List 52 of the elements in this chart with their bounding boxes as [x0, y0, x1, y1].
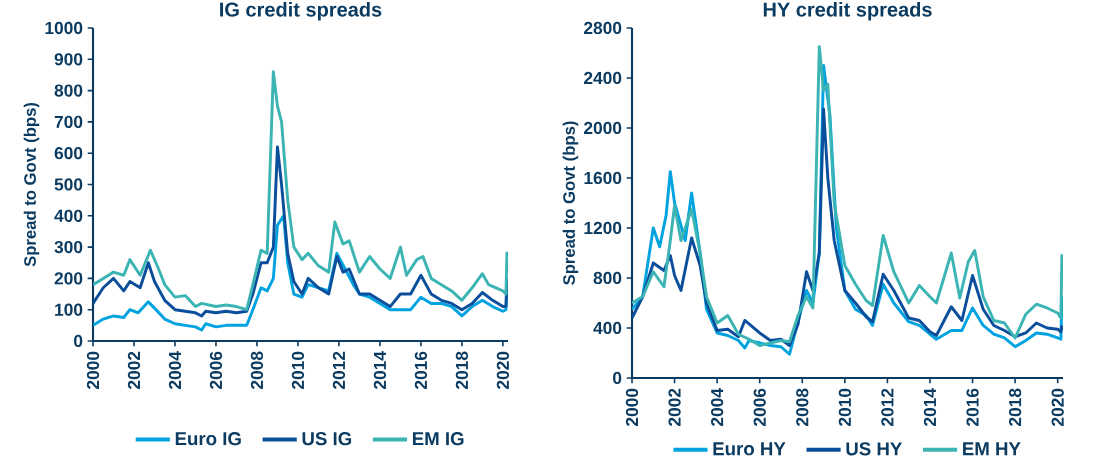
y-tick-label: 100: [55, 303, 83, 316]
y-axis-title: Spread to Govt (bps): [23, 102, 40, 267]
x-tick-label: 2006: [753, 388, 766, 426]
y-tick-label: 300: [54, 240, 83, 254]
chart-title: IG credit spreads: [220, 1, 382, 21]
x-tick-label: 2004: [168, 351, 182, 389]
x-tick-label: 2014: [373, 351, 387, 389]
line-series: [93, 145, 508, 318]
y-tick-label: 800: [593, 271, 622, 285]
x-tick-label: 2012: [881, 388, 894, 426]
line-series: [632, 107, 1064, 347]
legend-label: EM HY: [963, 442, 1021, 456]
y-tick-label: 2000: [584, 121, 622, 135]
chart-title: HY credit spreads: [763, 1, 932, 21]
legend-label: US IG: [302, 432, 352, 446]
y-tick-label: 200: [54, 272, 83, 285]
x-tick-label: 2014: [923, 388, 937, 426]
legend-label: EM IG: [412, 432, 464, 446]
x-tick-label: 2002: [127, 351, 141, 389]
x-tick-label: 2008: [250, 351, 264, 389]
legend-label: US HY: [846, 442, 903, 456]
y-tick-label: 800: [54, 84, 83, 97]
y-tick-label: 500: [54, 178, 83, 191]
y-tick-label: 900: [54, 53, 83, 66]
x-tick-label: 2008: [796, 388, 809, 426]
x-tick-label: 2010: [838, 388, 851, 426]
y-tick-label: 0: [74, 334, 83, 348]
x-tick-label: 2018: [455, 351, 469, 389]
y-tick-label: 0: [613, 371, 622, 385]
y-tick-label: 1600: [584, 171, 622, 185]
y-tick-label: 2400: [584, 71, 622, 85]
y-tick-label: 400: [54, 209, 83, 222]
y-tick-label: 2800: [584, 21, 622, 35]
x-tick-label: 2006: [209, 351, 223, 389]
line-series: [93, 70, 508, 312]
y-tick-label: 1200: [584, 221, 622, 235]
y-tick-label: 400: [593, 321, 622, 335]
legend-label: Euro IG: [175, 432, 241, 446]
x-tick-label: 2012: [332, 351, 346, 389]
y-tick-label: 600: [54, 147, 83, 160]
x-tick-label: 2016: [414, 351, 428, 389]
x-tick-label: 2004: [711, 388, 724, 426]
x-tick-label: 2018: [1008, 388, 1022, 426]
x-tick-label: 2020: [1051, 388, 1064, 426]
x-tick-label: 2002: [668, 388, 681, 426]
x-tick-label: 2010: [291, 351, 305, 389]
y-tick-label: 1000: [45, 21, 83, 35]
legend-label: Euro HY: [713, 442, 786, 456]
x-tick-label: 2020: [496, 351, 510, 389]
x-tick-label: 2016: [966, 388, 979, 426]
y-axis-title: Spread to Govt (bps): [562, 121, 579, 285]
y-tick-label: 700: [54, 115, 83, 129]
